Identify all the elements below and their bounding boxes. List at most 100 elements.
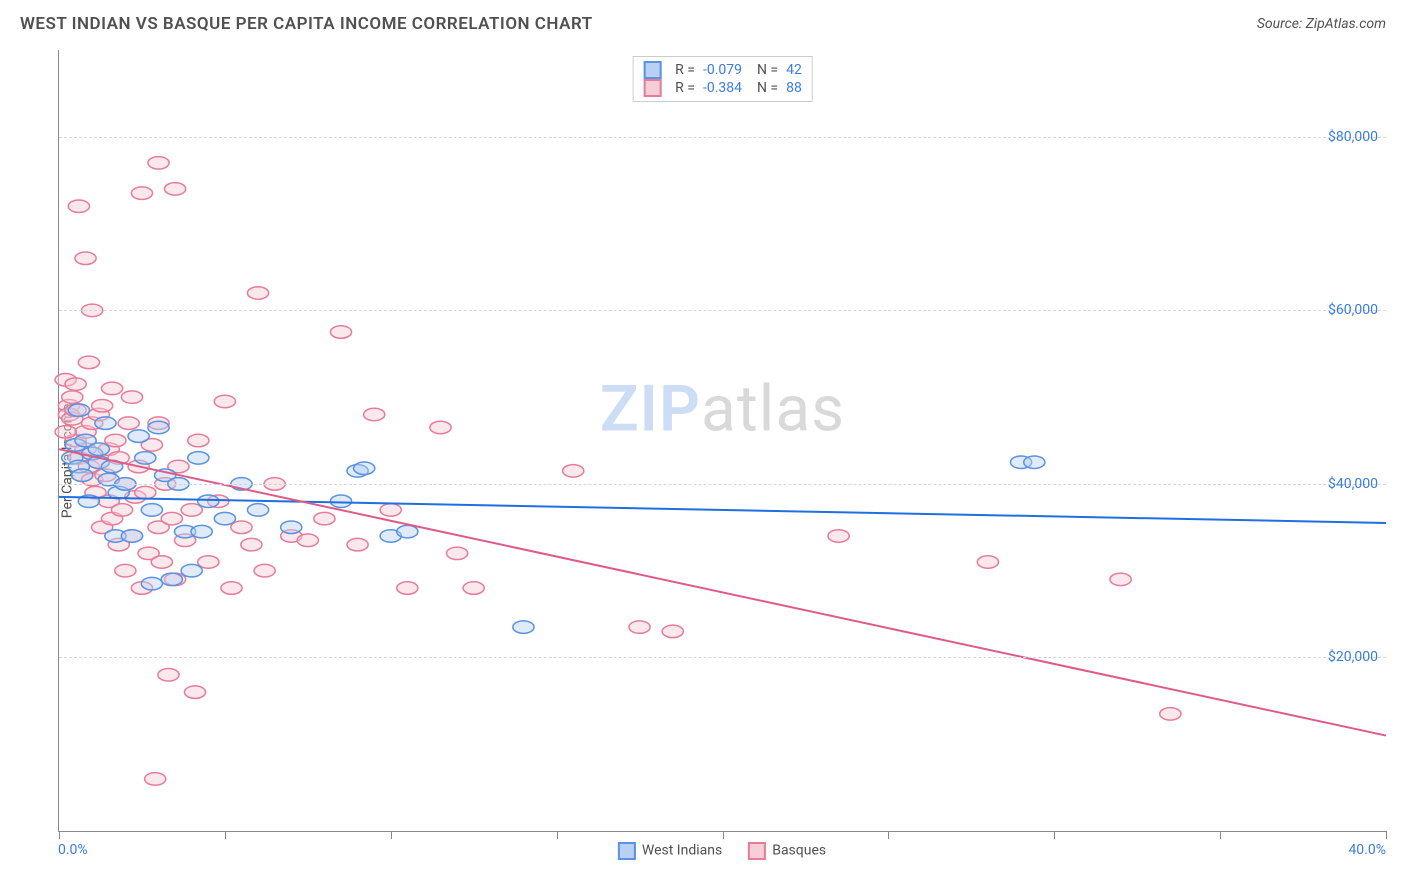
correlation-legend-row: R = -0.079 N = 42 [643, 61, 802, 79]
scatter-point [188, 452, 209, 464]
scatter-point [198, 556, 219, 568]
scatter-point [141, 504, 162, 516]
legend-swatch [748, 842, 766, 860]
legend-n-label: N = [750, 62, 778, 78]
legend-n-label: N = [750, 80, 778, 96]
chart-header: WEST INDIAN VS BASQUE PER CAPITA INCOME … [0, 0, 1406, 44]
gridline [59, 310, 1386, 311]
scatter-point [95, 417, 116, 429]
chart-title: WEST INDIAN VS BASQUE PER CAPITA INCOME … [20, 14, 593, 34]
scatter-point [977, 556, 998, 568]
x-tick [225, 831, 226, 839]
scatter-point [148, 157, 169, 169]
scatter-point [68, 200, 89, 212]
scatter-point [330, 326, 351, 338]
legend-n-value: 88 [786, 80, 802, 96]
scatter-point [191, 525, 212, 537]
plot-region: ZIPatlas R = -0.079 N = 42R = -0.384 N =… [58, 50, 1386, 832]
series-legend-item: West Indians [618, 842, 722, 860]
scatter-point [198, 495, 219, 507]
y-tick-label: $40,000 [1328, 476, 1378, 492]
scatter-point [221, 582, 242, 594]
scatter-point [75, 252, 96, 264]
scatter-point [92, 400, 113, 412]
scatter-point [347, 538, 368, 550]
scatter-point [430, 421, 451, 433]
x-tick [888, 831, 889, 839]
scatter-point [297, 534, 318, 546]
scatter-point [145, 773, 166, 785]
scatter-point [118, 417, 139, 429]
scatter-point [181, 504, 202, 516]
gridline [59, 484, 1386, 485]
legend-swatch [643, 61, 661, 79]
scatter-point [105, 434, 126, 446]
scatter-point [72, 469, 93, 481]
x-axis-row: 0.0% West Indians Basques 40.0% [58, 842, 1386, 868]
scatter-point [231, 521, 252, 533]
scatter-point [161, 512, 182, 524]
scatter-point [247, 287, 268, 299]
x-tick [1054, 831, 1055, 839]
series-legend-label: West Indians [642, 843, 722, 859]
scatter-point [65, 378, 86, 390]
scatter-point [1110, 573, 1131, 585]
scatter-point [181, 564, 202, 576]
scatter-point [88, 443, 109, 455]
chart-area: Per Capita Income ZIPatlas R = -0.079 N … [16, 50, 1386, 872]
scatter-point [161, 573, 182, 585]
x-tick [723, 831, 724, 839]
scatter-point [247, 504, 268, 516]
scatter-point [364, 408, 385, 420]
series-legend-label: Basques [772, 843, 826, 859]
x-axis-min-label: 0.0% [58, 842, 88, 858]
scatter-point [111, 504, 132, 516]
scatter-point [128, 430, 149, 442]
legend-swatch [643, 79, 661, 97]
legend-r-label: R = [675, 62, 695, 78]
series-legend: West Indians Basques [618, 842, 826, 860]
scatter-point [330, 495, 351, 507]
scatter-point [115, 564, 136, 576]
scatter-point [380, 504, 401, 516]
x-tick [1386, 831, 1387, 839]
scatter-point [397, 525, 418, 537]
scatter-point [148, 421, 169, 433]
scatter-point [62, 391, 83, 403]
x-tick [557, 831, 558, 839]
scatter-point [214, 512, 235, 524]
scatter-point [121, 391, 142, 403]
legend-r-label: R = [675, 80, 695, 96]
scatter-point [397, 582, 418, 594]
gridline [59, 137, 1386, 138]
legend-r-value: -0.384 [703, 80, 742, 96]
scatter-point [164, 183, 185, 195]
scatter-point [184, 686, 205, 698]
y-tick-label: $60,000 [1328, 302, 1378, 318]
legend-n-value: 42 [786, 62, 802, 78]
scatter-point [254, 564, 275, 576]
scatter-point [135, 452, 156, 464]
scatter-point [463, 582, 484, 594]
scatter-point [158, 669, 179, 681]
scatter-point [78, 356, 99, 368]
scatter-point [662, 625, 683, 637]
y-tick-label: $20,000 [1328, 649, 1378, 665]
gridline [59, 657, 1386, 658]
scatter-point [101, 382, 122, 394]
scatter-point [121, 530, 142, 542]
scatter-point [513, 621, 534, 633]
scatter-point [446, 547, 467, 559]
x-axis-max-label: 40.0% [1348, 842, 1386, 858]
correlation-legend-row: R = -0.384 N = 88 [643, 79, 802, 97]
scatter-svg [59, 50, 1386, 831]
scatter-point [354, 462, 375, 474]
scatter-point [563, 465, 584, 477]
scatter-point [1160, 708, 1181, 720]
scatter-point [68, 404, 89, 416]
scatter-point [141, 577, 162, 589]
scatter-point [214, 395, 235, 407]
scatter-point [135, 486, 156, 498]
chart-source: Source: ZipAtlas.com [1257, 16, 1386, 32]
scatter-point [828, 530, 849, 542]
